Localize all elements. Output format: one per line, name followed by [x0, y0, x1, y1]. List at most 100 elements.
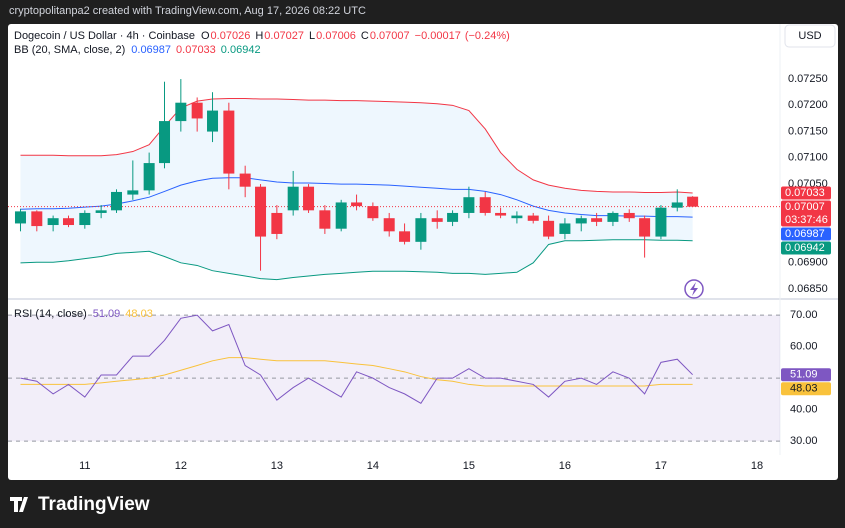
- x-tick-label: 17: [655, 460, 667, 472]
- legend-text: O: [201, 30, 210, 42]
- candle-body: [479, 197, 491, 213]
- price-tag-label: 0.07007: [785, 201, 825, 213]
- x-tick-label: 18: [751, 460, 763, 472]
- candle-body: [14, 211, 26, 224]
- x-tick-label: 14: [367, 460, 379, 472]
- legend-text: 0.07033: [176, 44, 216, 56]
- legend-text: −0.00017: [415, 30, 461, 42]
- y-tick-label: 30.00: [790, 435, 818, 447]
- rsi-tag: [781, 382, 831, 396]
- currency-button[interactable]: [784, 24, 836, 48]
- legend-text: (−0.24%): [465, 30, 510, 42]
- logo[interactable]: TradingView: [10, 494, 150, 515]
- candle-body: [591, 218, 603, 222]
- candle-body: [62, 218, 74, 226]
- candle-body: [415, 218, 427, 242]
- legend-text: 0.06987: [131, 44, 171, 56]
- candle-body: [367, 206, 379, 219]
- price-tag-label: 0.06987: [785, 228, 825, 240]
- y-tick-label: 0.07100: [788, 152, 828, 164]
- rsi-line: [20, 314, 693, 405]
- candle-body: [31, 211, 43, 227]
- legend-text: 0.07006: [316, 30, 356, 42]
- legend-text: L: [309, 30, 315, 42]
- price-tag: [781, 200, 831, 227]
- bb-upper: [20, 98, 693, 194]
- legend-text: RSI (14, close): [14, 308, 87, 320]
- candle-body: [175, 102, 187, 122]
- candle-body: [191, 102, 203, 119]
- y-tick-label: 70.00: [790, 309, 818, 321]
- candle-body: [303, 186, 315, 211]
- y-tick-label: 40.00: [790, 404, 818, 416]
- legend-text: 0.06942: [221, 44, 261, 56]
- candle-body: [207, 110, 219, 132]
- candle-body: [287, 186, 299, 211]
- y-tick-label: 0.07200: [788, 99, 828, 111]
- x-tick-label: 16: [559, 460, 571, 472]
- legend-text: H: [255, 30, 263, 42]
- rsi-line: [20, 357, 693, 387]
- currency-label[interactable]: USD: [798, 30, 821, 42]
- legend-text: BB (20, SMA, close, 2): [14, 44, 125, 56]
- rsi-tag: [781, 368, 831, 382]
- candle-body: [127, 190, 139, 195]
- bb-lower: [20, 239, 693, 281]
- x-tick-label: 12: [175, 460, 187, 472]
- candle-body: [399, 231, 411, 242]
- y-tick-label: 0.07250: [788, 73, 828, 85]
- candle-body: [351, 202, 363, 207]
- candle-body: [639, 218, 651, 237]
- price-pane: [8, 79, 780, 281]
- legend-text: 51.09: [93, 308, 121, 320]
- legend-text: 0.07027: [264, 30, 304, 42]
- bb-basis: [20, 177, 693, 218]
- candle-body: [671, 202, 683, 208]
- x-tick-label: 13: [271, 460, 283, 472]
- price-tag: [781, 186, 831, 200]
- candle-body: [111, 191, 123, 211]
- logo-text[interactable]: TradingView: [38, 494, 150, 515]
- candle-body: [463, 197, 475, 213]
- price-tag: [781, 227, 831, 241]
- y-tick-label: 0.07150: [788, 125, 828, 137]
- candle-body: [223, 110, 235, 174]
- candle-body: [239, 173, 251, 187]
- candle-body: [511, 215, 523, 219]
- candle-body: [655, 207, 667, 237]
- candle-body: [319, 210, 331, 229]
- candle-body: [159, 121, 171, 164]
- watermark: cryptopolitanpa2 created with TradingVie…: [9, 5, 366, 17]
- candle-body: [383, 218, 395, 232]
- candle-body: [607, 212, 619, 222]
- x-tick-label: 11: [79, 460, 90, 472]
- y-tick-label: 60.00: [790, 341, 818, 353]
- candle-body: [495, 212, 507, 216]
- candle-body: [559, 223, 571, 234]
- candle-body: [575, 218, 587, 224]
- candle-body: [143, 163, 155, 191]
- y-tick-label: 0.06900: [788, 257, 828, 269]
- countdown: 03:37:46: [785, 214, 828, 226]
- rsi-tag-label: 51.09: [790, 369, 818, 381]
- candle-body: [47, 218, 59, 226]
- candle-body: [255, 186, 267, 237]
- x-tick-label: 15: [463, 460, 475, 472]
- legend-text: 48.03: [125, 308, 153, 320]
- candle-body: [447, 212, 459, 222]
- candle-body: [79, 212, 91, 226]
- event-icon[interactable]: [684, 279, 704, 299]
- candle-body: [623, 212, 635, 219]
- candle-body: [95, 210, 107, 213]
- panel: [8, 24, 838, 480]
- logo-mark[interactable]: [10, 497, 28, 512]
- price-tag-label: 0.07033: [785, 187, 825, 199]
- legend-text: C: [361, 30, 369, 42]
- legend-text: Dogecoin / US Dollar · 4h · Coinbase: [14, 30, 195, 42]
- y-tick-label: 0.06850: [788, 283, 828, 295]
- event-icon-bolt[interactable]: [690, 282, 698, 296]
- candle-body: [527, 215, 539, 221]
- candle-body: [543, 220, 555, 237]
